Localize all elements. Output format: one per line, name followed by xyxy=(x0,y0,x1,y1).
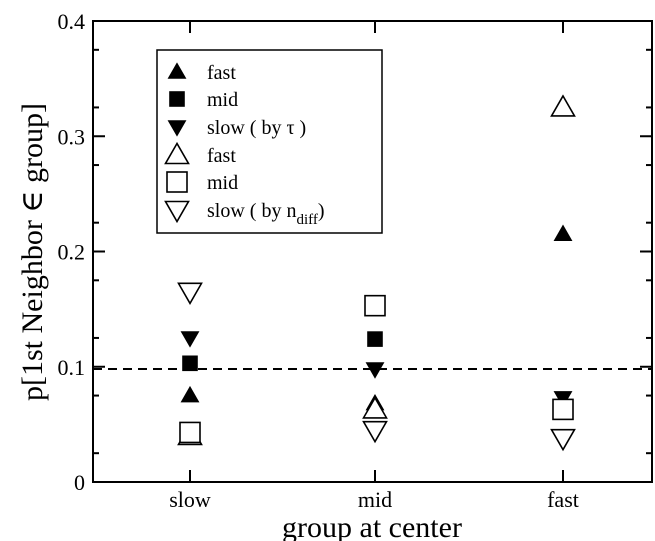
legend-label: mid xyxy=(207,89,238,111)
legend-marker xyxy=(166,171,188,193)
legend: fast mid slow ( by τ ) fast mid slow ( by ndi… xyxy=(156,49,383,234)
tick-labels: 0 0.1 0.2 0.3 0.4 slow mid fast xyxy=(58,9,579,512)
data-point xyxy=(179,421,201,444)
legend-marker xyxy=(167,120,187,137)
legend-marker xyxy=(164,200,190,224)
x-tick-label: fast xyxy=(547,487,579,512)
data-point xyxy=(180,385,200,403)
data-point xyxy=(553,224,573,241)
data-point xyxy=(362,396,388,419)
y-tick-label: 0.3 xyxy=(58,124,86,149)
data-markers xyxy=(177,94,576,452)
y-tick-label: 0 xyxy=(74,470,85,495)
x-tick-label: slow xyxy=(169,487,211,512)
data-point xyxy=(367,331,383,347)
y-axis-title: p[1st Neighbor ∈ group] xyxy=(16,103,49,401)
legend-label: slow ( by τ ) xyxy=(207,117,306,139)
x-axis-title: group at center xyxy=(282,511,462,541)
y-tick-label: 0.2 xyxy=(58,240,86,265)
ticks xyxy=(93,20,652,483)
legend-label: fast xyxy=(207,62,236,84)
legend-label: fast xyxy=(207,145,236,167)
legend-box xyxy=(156,49,383,234)
data-point xyxy=(365,362,385,379)
legend-label: slow ( by ndiff) xyxy=(207,200,325,228)
y-tick-label: 0.1 xyxy=(58,355,86,380)
data-point xyxy=(364,294,386,317)
y-tick-label: 0.4 xyxy=(58,9,86,34)
data-point xyxy=(362,420,388,444)
legend-label: mid xyxy=(207,172,238,194)
data-point xyxy=(177,282,203,305)
legend-marker xyxy=(167,62,187,79)
data-point xyxy=(182,355,198,372)
data-point xyxy=(550,94,576,117)
data-point xyxy=(550,428,576,452)
data-point xyxy=(180,331,200,348)
x-tick-label: mid xyxy=(358,487,392,512)
legend-marker xyxy=(169,91,185,107)
legend-items: fast mid slow ( by τ ) fast mid slow ( by ndi… xyxy=(164,62,325,228)
legend-marker xyxy=(164,141,190,165)
data-point xyxy=(552,398,574,421)
